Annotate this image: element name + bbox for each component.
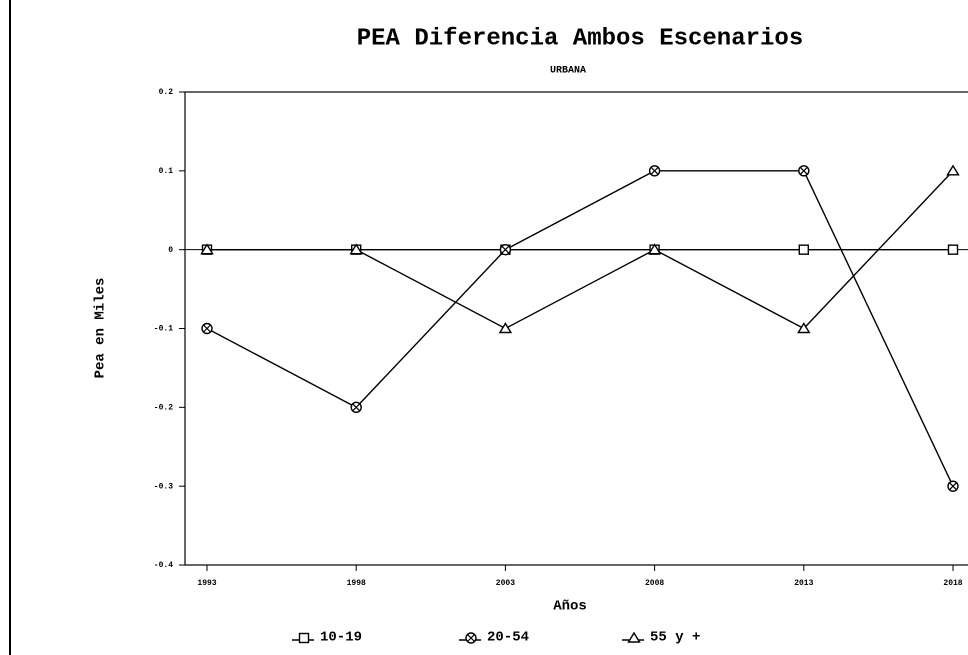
x-tick-label: 2003: [496, 579, 515, 588]
data-point: [946, 164, 960, 176]
data-point: [498, 322, 513, 334]
data-point: [947, 244, 959, 255]
data-point: [200, 243, 214, 255]
data-point: [797, 322, 811, 334]
y-tick-label: 0.2: [159, 88, 174, 97]
chart-title: PEA Diferencia Ambos Escenarios: [357, 25, 803, 52]
y-axis-label: Pea en Miles: [93, 278, 109, 379]
legend-marker: [627, 631, 641, 643]
series-line: [206, 170, 954, 487]
legend-label: 20-54: [487, 630, 529, 646]
chart-subtitle: URBANA: [550, 66, 586, 77]
x-tick-label: 1998: [347, 579, 366, 588]
x-tick-label: 2013: [794, 579, 813, 588]
data-point: [349, 243, 363, 255]
marker-cross: [650, 166, 659, 175]
y-tick-label: 0.1: [159, 167, 174, 176]
y-tick-label: -0.3: [154, 482, 173, 491]
x-tick-label: 2018: [943, 579, 962, 588]
marker-cross: [949, 482, 957, 491]
x-tick-label: 2008: [645, 579, 664, 588]
y-tick-label: -0.2: [154, 403, 173, 412]
y-tick-label: -0.4: [154, 561, 173, 570]
y-tick-label: -0.1: [154, 325, 173, 334]
data-point: [798, 244, 809, 255]
marker-cross: [799, 166, 808, 175]
x-axis-label: Años: [553, 599, 587, 615]
marker-cross: [467, 634, 475, 642]
series-line: [207, 170, 954, 330]
legend-label: 55 y +: [650, 630, 700, 646]
data-point: [647, 243, 662, 255]
marker-cross: [203, 324, 211, 333]
legend-marker: [298, 632, 310, 644]
marker-cross: [501, 245, 510, 254]
y-tick-label: 0: [168, 246, 173, 255]
x-tick-label: 1993: [197, 579, 216, 588]
marker-cross: [352, 403, 361, 412]
legend-label: 10-19: [320, 630, 362, 646]
